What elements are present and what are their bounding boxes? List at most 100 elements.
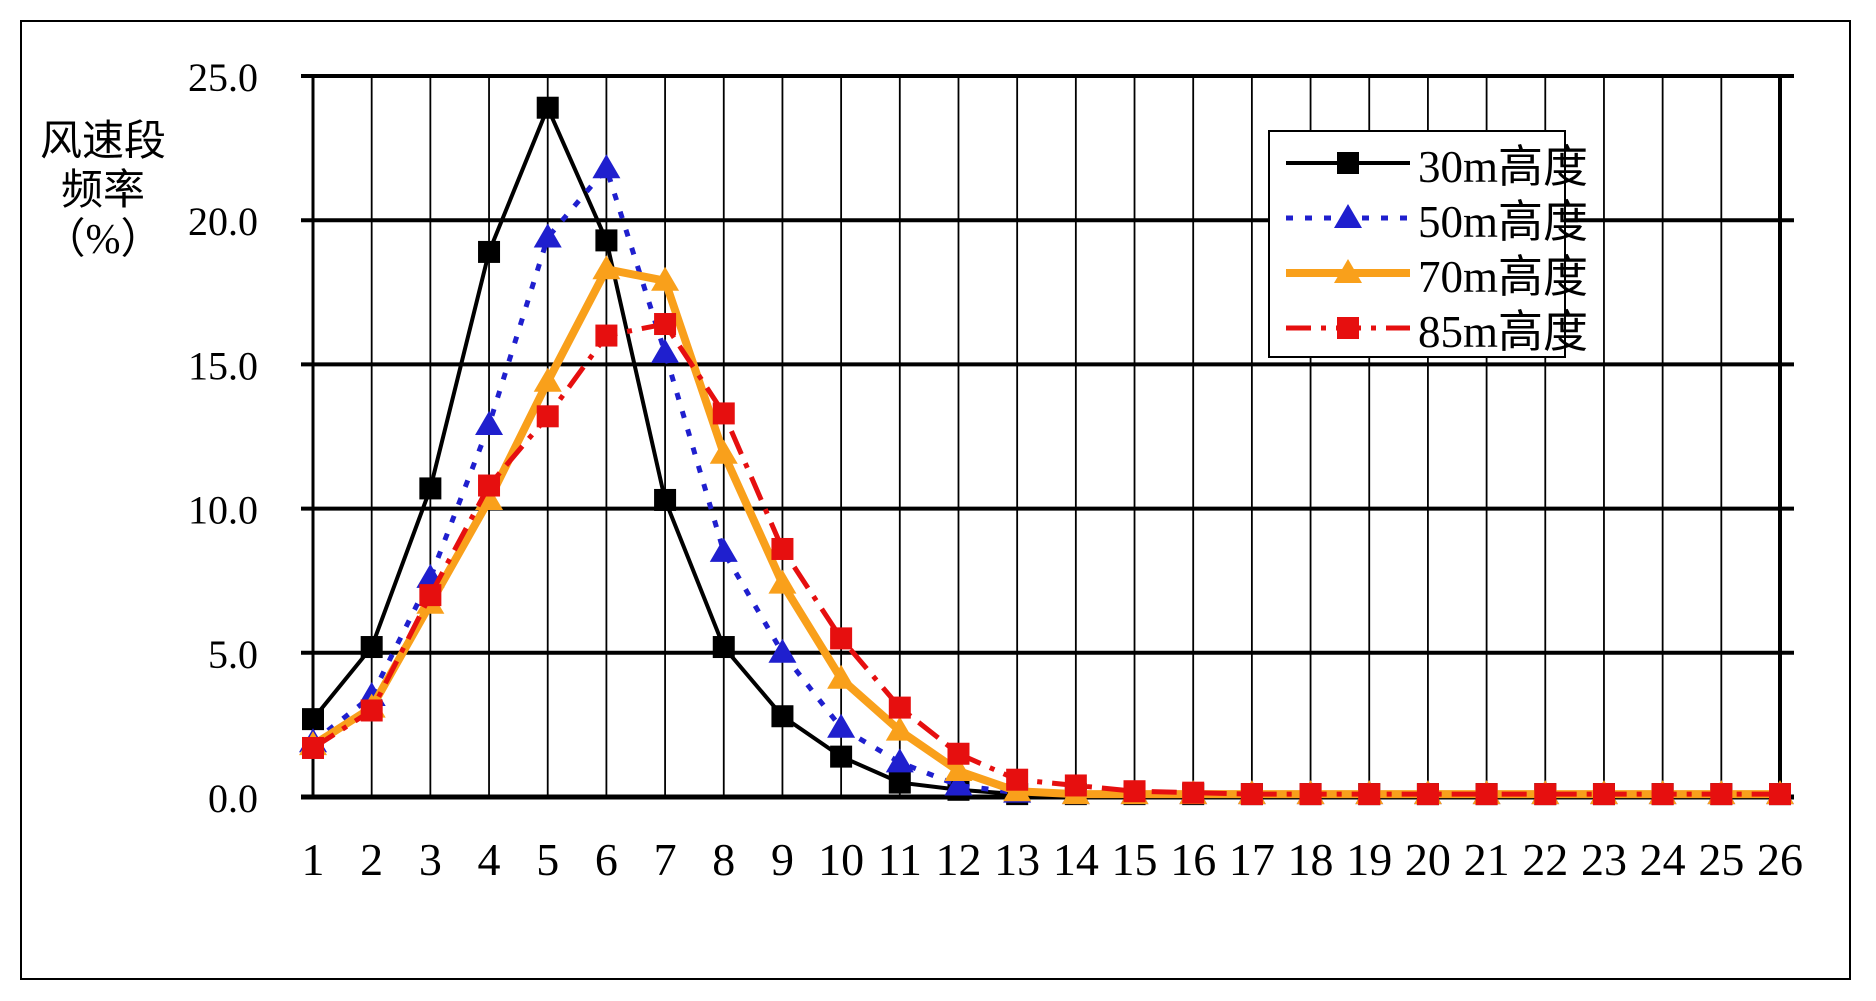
series-3-square-marker bbox=[830, 627, 853, 650]
x-tick-label: 23 bbox=[1581, 834, 1627, 885]
x-tick-label: 19 bbox=[1346, 834, 1392, 885]
series-3-square-marker bbox=[1475, 783, 1498, 806]
x-tick-label: 2 bbox=[360, 834, 383, 885]
series-3-square-marker bbox=[1651, 783, 1674, 806]
series-1-triangle-marker bbox=[651, 338, 680, 363]
series-1-triangle-marker bbox=[533, 223, 562, 248]
legend-item: 85m高度 bbox=[1270, 300, 1588, 357]
triangle-marker-icon bbox=[1286, 258, 1410, 283]
legend-label: 85m高度 bbox=[1418, 307, 1589, 357]
x-tick-label: 18 bbox=[1288, 834, 1334, 885]
series-2-triangle-marker bbox=[944, 757, 973, 782]
x-tick-label: 20 bbox=[1405, 834, 1451, 885]
y-tick-label: 15.0 bbox=[188, 343, 258, 388]
series-3-square-marker bbox=[947, 742, 970, 765]
y-axis-title-line: 频率 bbox=[60, 168, 145, 214]
y-tick-label: 10.0 bbox=[188, 488, 258, 533]
series-2-triangle-marker bbox=[768, 569, 797, 594]
x-tick-label: 7 bbox=[654, 834, 677, 885]
series-3-square-marker bbox=[1769, 783, 1791, 806]
triangle-marker-icon bbox=[1286, 203, 1410, 228]
series-0-square-marker bbox=[771, 705, 794, 728]
series-3-square-marker bbox=[1710, 783, 1733, 806]
series-3-square-marker bbox=[1064, 774, 1087, 797]
series-0-square-marker bbox=[888, 771, 911, 794]
series-1-triangle-marker bbox=[885, 748, 914, 773]
x-tick-label: 11 bbox=[878, 834, 922, 885]
legend-label: 30m高度 bbox=[1418, 142, 1589, 192]
series-3-square-marker bbox=[1416, 783, 1439, 806]
y-tick-label: 20.0 bbox=[188, 199, 258, 244]
series-2-triangle-marker bbox=[533, 367, 562, 392]
x-tick-label: 4 bbox=[478, 834, 501, 885]
square-marker-icon bbox=[1286, 151, 1410, 174]
series-0-square-marker bbox=[654, 488, 677, 511]
series-2-triangle-marker bbox=[827, 664, 856, 689]
series-line-3 bbox=[311, 321, 1780, 797]
series-0-square-marker bbox=[595, 229, 618, 252]
series-3-square-marker bbox=[536, 405, 559, 428]
series-3-square-marker bbox=[419, 584, 442, 607]
legend-item: 50m高度 bbox=[1270, 190, 1588, 247]
legend-item: 70m高度 bbox=[1270, 245, 1588, 302]
x-tick-label: 17 bbox=[1229, 834, 1275, 885]
x-tick-label: 10 bbox=[818, 834, 864, 885]
series-3-square-marker bbox=[1592, 783, 1615, 806]
x-tick-label: 15 bbox=[1112, 834, 1158, 885]
series-1-triangle-marker bbox=[592, 154, 621, 179]
series-3-square-marker bbox=[888, 696, 911, 719]
series-0-square-marker bbox=[302, 708, 324, 731]
series-2-triangle-marker bbox=[709, 439, 738, 464]
x-tick-label: 21 bbox=[1464, 834, 1510, 885]
x-tick-label: 22 bbox=[1522, 834, 1568, 885]
series-2-triangle-marker bbox=[592, 255, 621, 280]
series-2-triangle-marker bbox=[475, 485, 504, 510]
x-tick-label: 24 bbox=[1640, 834, 1686, 885]
series-0-square-marker bbox=[360, 636, 383, 659]
series-3-square-marker bbox=[771, 537, 794, 560]
y-tick-label: 0.0 bbox=[208, 776, 258, 821]
series-3-square-marker bbox=[654, 313, 677, 336]
series-2-triangle-marker bbox=[885, 716, 914, 741]
series-3-square-marker bbox=[1123, 780, 1146, 803]
x-tick-label: 3 bbox=[419, 834, 442, 885]
series-1-triangle-marker bbox=[768, 638, 797, 663]
series-3-square-marker bbox=[1358, 783, 1381, 806]
series-3-square-marker bbox=[302, 736, 324, 759]
series-3-square-marker bbox=[595, 324, 618, 347]
series-1-triangle-marker bbox=[709, 537, 738, 562]
series-2-triangle-marker bbox=[651, 266, 680, 291]
y-axis-title-line: 风速段 bbox=[39, 119, 166, 165]
x-tick-label: 8 bbox=[712, 834, 735, 885]
series-3-square-marker bbox=[712, 402, 735, 425]
x-tick-label: 26 bbox=[1757, 834, 1803, 885]
series-0-square-marker bbox=[830, 745, 853, 768]
x-tick-label: 5 bbox=[536, 834, 559, 885]
legend: 30m高度 50m高度 70m高度 85m高度 bbox=[1268, 130, 1588, 358]
series-3-square-marker bbox=[1006, 768, 1029, 791]
series-3-square-marker bbox=[478, 474, 501, 497]
series-0-square-marker bbox=[712, 636, 735, 659]
y-tick-label: 25.0 bbox=[188, 55, 258, 100]
series-3-square-marker bbox=[1240, 783, 1263, 806]
series-1-triangle-marker bbox=[944, 771, 973, 796]
series-3-square-marker bbox=[1182, 781, 1205, 804]
series-0-square-marker bbox=[478, 240, 501, 263]
series-3-square-marker bbox=[1299, 783, 1322, 806]
x-tick-label: 12 bbox=[935, 834, 981, 885]
series-3-square-marker bbox=[1534, 783, 1557, 806]
y-tick-label: 5.0 bbox=[208, 632, 258, 677]
legend-item: 30m高度 bbox=[1270, 135, 1588, 192]
y-axis-title-line: （%） bbox=[43, 217, 163, 263]
series-0-square-marker bbox=[536, 96, 559, 119]
x-tick-label: 13 bbox=[994, 834, 1040, 885]
series-0-square-marker bbox=[419, 477, 442, 500]
x-tick-label: 14 bbox=[1053, 834, 1099, 885]
legend-label: 70m高度 bbox=[1418, 252, 1589, 302]
x-tick-label: 9 bbox=[771, 834, 794, 885]
y-axis-title: 风速段 频率 （%） bbox=[28, 118, 178, 265]
series-1-triangle-marker bbox=[475, 410, 504, 435]
series-1-triangle-marker bbox=[827, 713, 856, 738]
x-tick-label: 6 bbox=[595, 834, 618, 885]
